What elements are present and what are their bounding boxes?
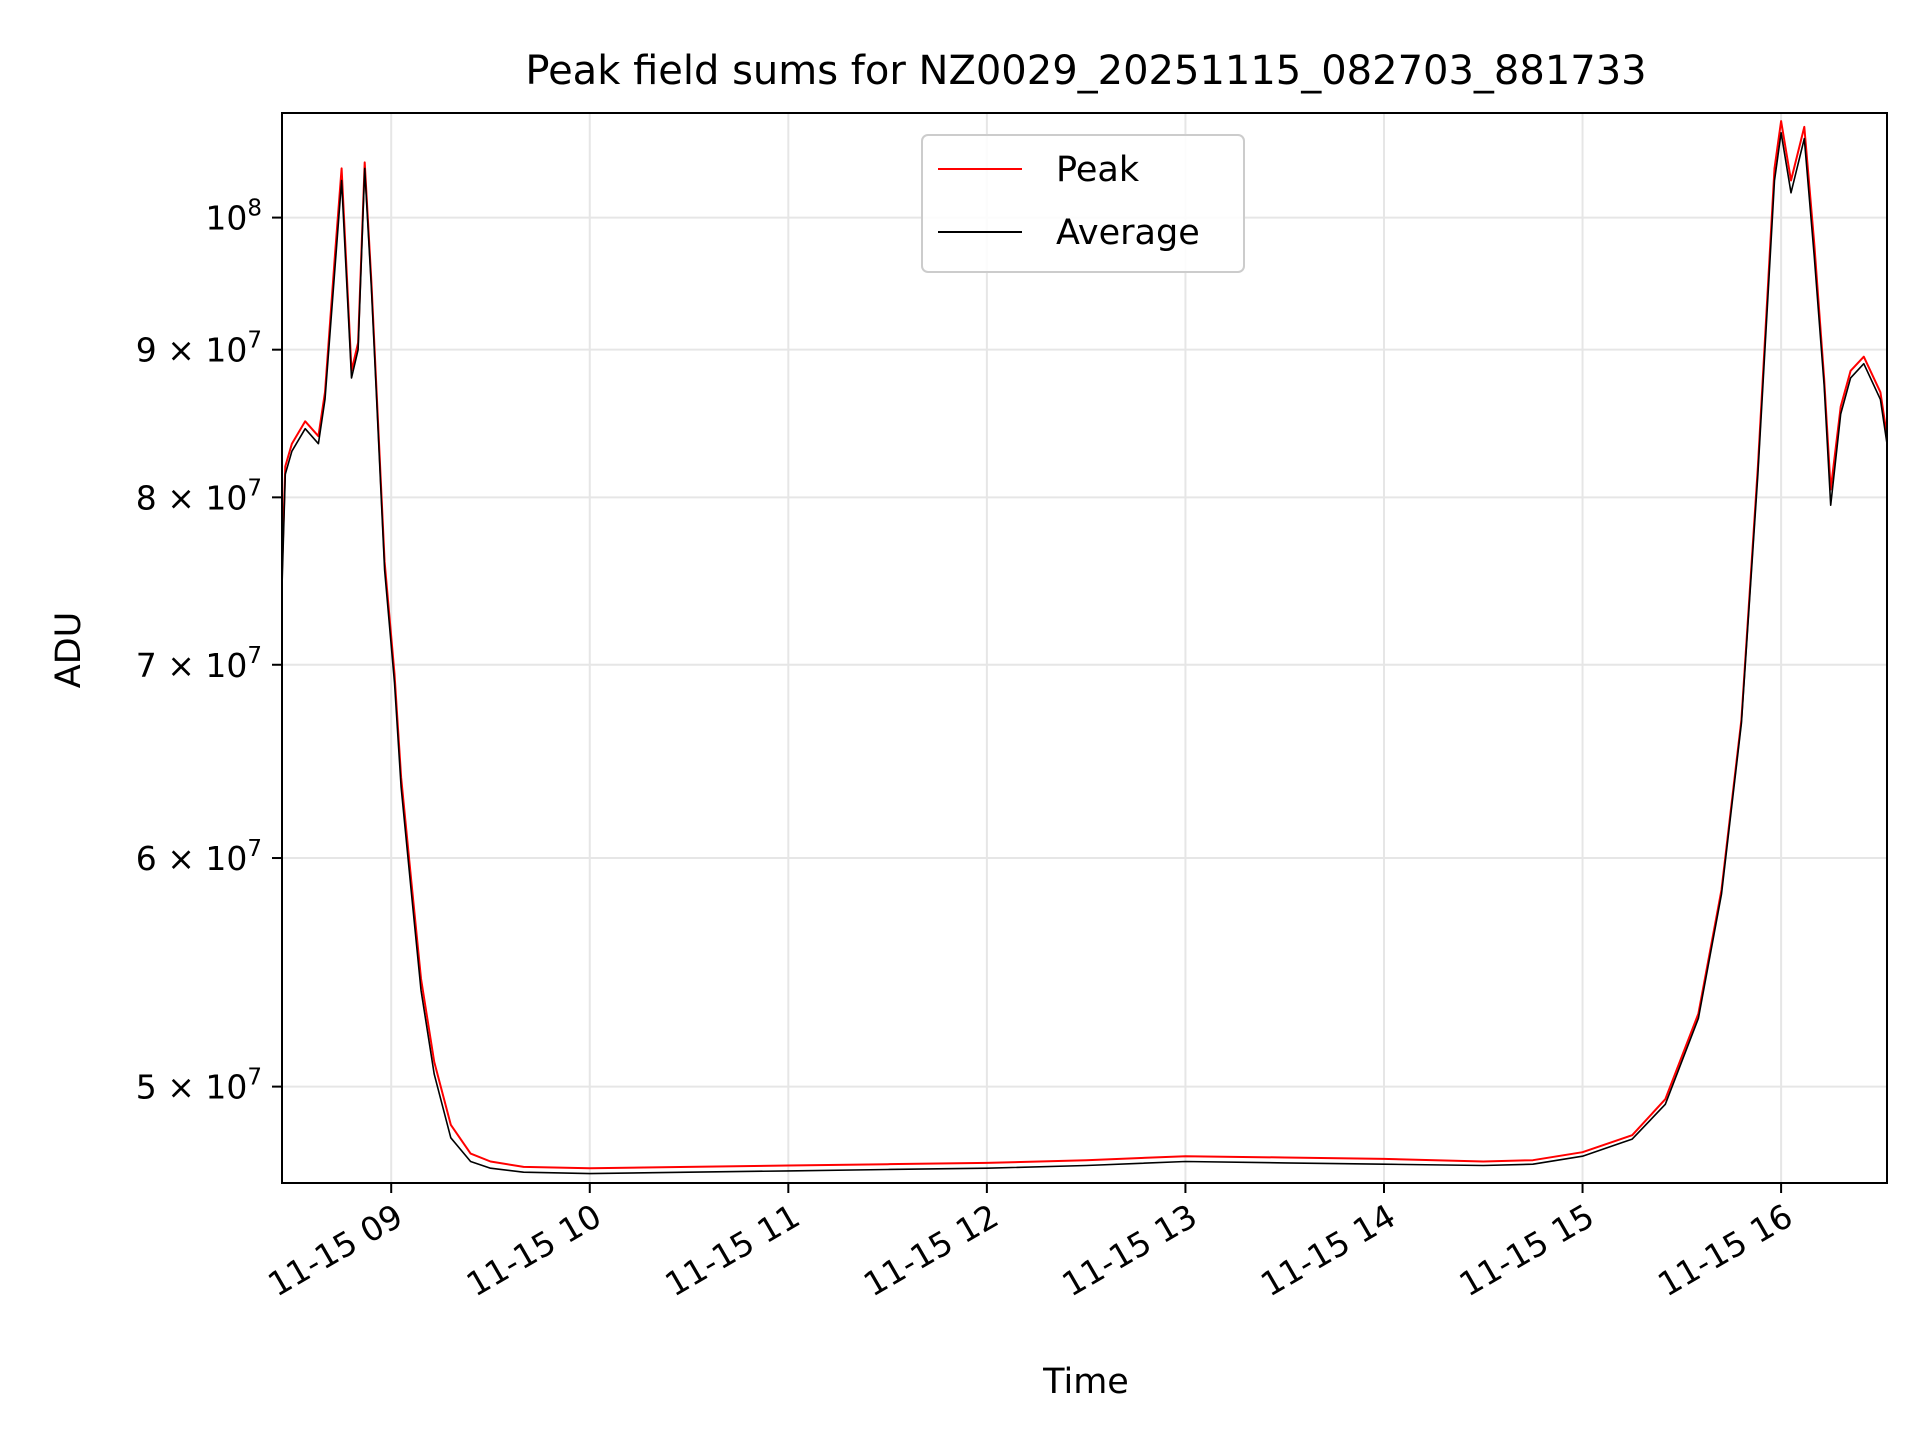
legend-label-peak: Peak [1056, 150, 1140, 190]
plot-frame [281, 112, 1888, 1184]
y-axis-ticks: 108 9 × 107 8 × 107 7 × 107 6 × 107 5 × 107 [136, 196, 282, 1107]
y-tick-label: 108 [205, 196, 262, 238]
y-tick-label: 5 × 107 [136, 1065, 262, 1107]
series-layer [281, 120, 1888, 1175]
legend-label-average: Average [1056, 213, 1200, 253]
legend: Peak Average [921, 134, 1245, 273]
grid-layer [282, 113, 1887, 1183]
series-line-peak [281, 120, 1888, 1170]
y-tick-label: 6 × 107 [136, 836, 262, 878]
y-tick-label: 8 × 107 [136, 475, 262, 517]
series-line-average [281, 132, 1888, 1175]
x-axis-label: Time [1042, 1362, 1129, 1402]
y-axis-label: ADU [49, 612, 89, 689]
y-tick-label: 7 × 107 [136, 643, 262, 685]
chart-title: Peak field sums for NZ0029_20251115_0827… [525, 48, 1646, 94]
y-tick-label: 9 × 107 [136, 328, 262, 370]
